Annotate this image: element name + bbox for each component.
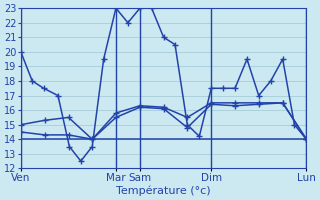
X-axis label: Température (°c): Température (°c) [116, 185, 211, 196]
